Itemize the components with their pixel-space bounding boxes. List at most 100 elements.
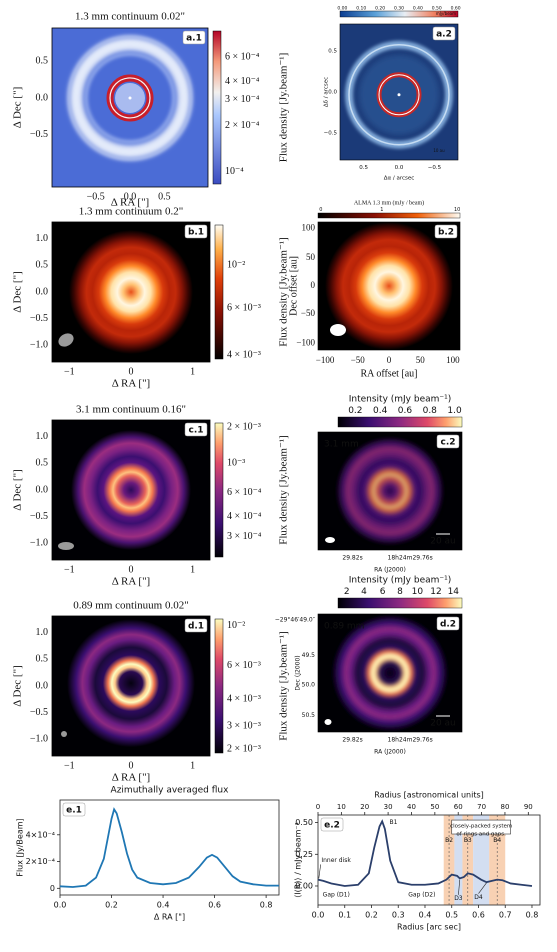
frame bbox=[51, 615, 211, 757]
x-tick-label: −1 bbox=[64, 760, 75, 771]
image bbox=[52, 616, 210, 756]
panel-label: b.1 bbox=[188, 228, 204, 238]
y-axis-label: Dec (J2000) bbox=[295, 655, 302, 690]
image bbox=[340, 24, 458, 160]
y-tick-label: 0 bbox=[311, 280, 316, 290]
x-axis-label: Δ RA ["] bbox=[112, 772, 150, 784]
y-tick-label: 1.0 bbox=[36, 233, 49, 244]
data-line bbox=[317, 819, 533, 887]
panel-label: e.2 bbox=[324, 821, 340, 831]
frame bbox=[317, 221, 461, 351]
annotation: D3 bbox=[454, 895, 463, 902]
x-tick-label: 0 bbox=[129, 366, 134, 377]
y-axis-label: Δδ / arcsec bbox=[324, 77, 330, 107]
colorbar-tick-label: 1 bbox=[380, 207, 383, 213]
annotation: B4 bbox=[493, 837, 501, 844]
annotation: B2 bbox=[445, 837, 453, 844]
outer-ring-core bbox=[348, 43, 450, 146]
y-axis-label: Δ Dec ["] bbox=[12, 665, 24, 707]
image bbox=[318, 614, 462, 732]
y-tick-label: 0.0 bbox=[328, 90, 337, 96]
colorbar-label: mJy/beam bbox=[436, 11, 456, 16]
panel-label-box bbox=[432, 26, 456, 41]
x-axis-label: Radius [arc sec] bbox=[397, 923, 461, 932]
y-tick-label: 0.25 bbox=[295, 850, 313, 859]
x-tick-label: 0.2 bbox=[365, 911, 378, 920]
band-label: 0.89 mm bbox=[324, 622, 364, 632]
panel-label-box bbox=[182, 30, 206, 45]
annotation: Gap (D1) bbox=[323, 891, 350, 898]
colorbar-tick-label: 0.00 bbox=[337, 5, 347, 11]
colorbar-tick-label: 6 bbox=[380, 587, 386, 597]
y-tick-label: 0.0 bbox=[36, 484, 49, 495]
arrow bbox=[478, 882, 487, 894]
colorbar-tick-label: 10⁻² bbox=[227, 259, 245, 270]
beam bbox=[324, 719, 332, 725]
colorbar bbox=[337, 597, 463, 609]
x-tick-label: 29.82s bbox=[342, 737, 362, 744]
colorbar-label: Flux density [Jy.beam⁻¹] bbox=[278, 631, 290, 741]
scale-bar-label: 20 au bbox=[430, 719, 456, 729]
x-tick-label: 1 bbox=[190, 366, 195, 377]
beam bbox=[58, 542, 74, 550]
colorbar-tick-label: 10⁻³ bbox=[227, 457, 245, 468]
frame bbox=[51, 221, 211, 363]
y-tick-label: 4×10⁻⁴ bbox=[26, 830, 55, 839]
y-tick-label: −1.0 bbox=[30, 537, 48, 548]
disk bbox=[69, 230, 193, 354]
panel-label-box bbox=[320, 817, 344, 832]
x-tick-label: −0.5 bbox=[428, 165, 442, 171]
y-tick-label: 1.0 bbox=[36, 627, 49, 638]
panel-label: c.1 bbox=[188, 426, 203, 436]
panel-label: d.2 bbox=[440, 620, 456, 630]
x-axis-label: RA (J2000) bbox=[374, 749, 406, 756]
colorbar-tick-label: 0.10 bbox=[356, 5, 366, 11]
x-tick-label: 0.0 bbox=[54, 901, 67, 910]
x-tick-label: 18h24m29.76s bbox=[388, 555, 433, 562]
x-axis-label: RA offset [au] bbox=[360, 368, 417, 379]
panel-label-box bbox=[434, 224, 458, 239]
panel-label: e.1 bbox=[66, 806, 82, 816]
chart-title: Azimuthally averaged flux bbox=[111, 786, 230, 796]
arrow bbox=[458, 879, 461, 895]
outer-ring bbox=[69, 36, 191, 159]
disk bbox=[336, 437, 444, 545]
panel-label: d.1 bbox=[188, 622, 204, 632]
x2-axis-label: Radius [astronomical units] bbox=[374, 791, 484, 800]
panel-label: b.2 bbox=[438, 228, 454, 238]
x2-tick-label: 0 bbox=[316, 803, 320, 811]
x2-tick-label: 30 bbox=[384, 803, 393, 811]
y-axis-label: Dec offset [au] bbox=[288, 256, 299, 316]
y-tick-label: 1.0 bbox=[36, 431, 49, 442]
band-label: 3.1 mm bbox=[324, 440, 359, 450]
beam bbox=[330, 324, 346, 336]
disk bbox=[332, 615, 448, 731]
frame bbox=[51, 419, 211, 561]
colorbar-tick-label: 4 × 10⁻⁴ bbox=[227, 511, 262, 522]
star bbox=[128, 96, 132, 100]
colorbar-tick-label: 0.2 bbox=[348, 406, 362, 416]
annotation-box bbox=[451, 819, 511, 835]
x2-tick-label: 50 bbox=[430, 803, 439, 811]
x-axis-label: Δ RA ["] bbox=[111, 197, 149, 209]
x-tick-label: −0.5 bbox=[87, 191, 105, 202]
y-tick-label: 50.0 bbox=[302, 681, 316, 688]
y-tick-label: 2×10⁻⁴ bbox=[26, 857, 55, 866]
y-tick-label: −100 bbox=[296, 338, 315, 348]
x-tick-label: −50 bbox=[351, 355, 366, 365]
annotation: D4 bbox=[474, 894, 483, 901]
colorbar-tick-label: 2 × 10⁻³ bbox=[227, 421, 261, 432]
colorbar-tick-label: 4 bbox=[361, 587, 367, 597]
x2-tick-label: 20 bbox=[360, 803, 369, 811]
x-tick-label: 0.3 bbox=[392, 911, 405, 920]
y-tick-label: 0.5 bbox=[36, 654, 49, 665]
colorbar-tick-label: 12 bbox=[430, 587, 441, 597]
annotation: B3 bbox=[464, 837, 472, 844]
colorbar-tick-label: 6 × 10⁻⁴ bbox=[225, 51, 260, 62]
x-tick-label: 1 bbox=[190, 564, 195, 575]
colorbar-label: ALMA 1.3 mm (mJy / beam) bbox=[354, 199, 424, 206]
y-tick-label: 0.5 bbox=[328, 49, 337, 55]
beam bbox=[58, 333, 74, 347]
x-axis-label: Δ RA ["] bbox=[112, 576, 150, 588]
